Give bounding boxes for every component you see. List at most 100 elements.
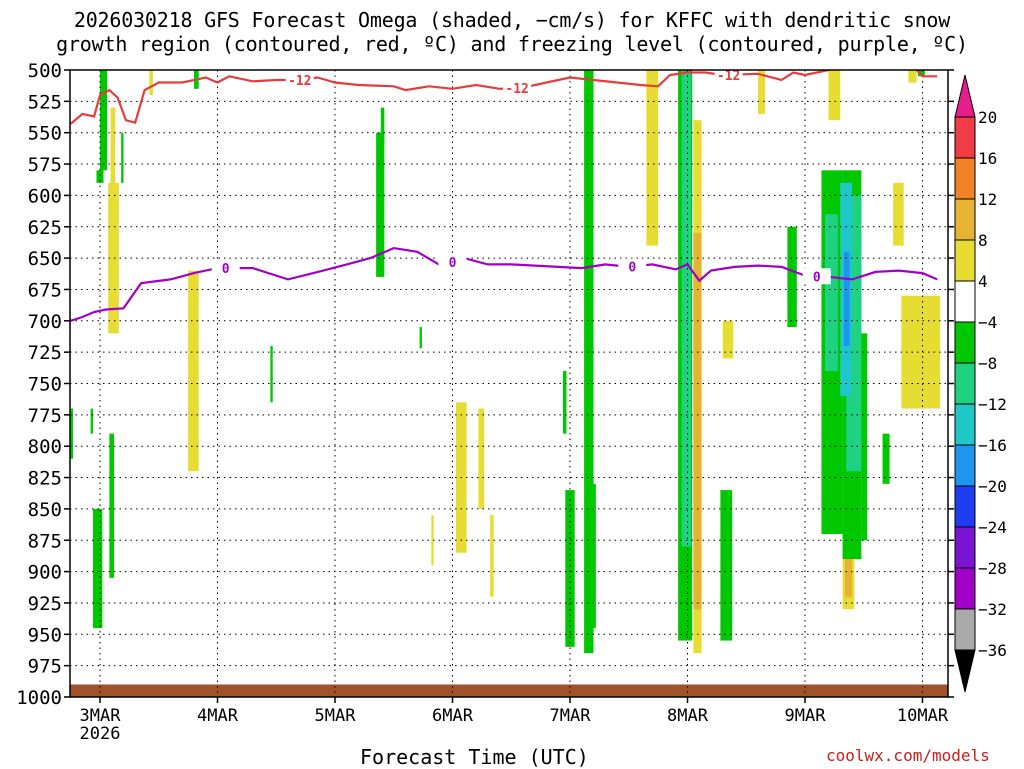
y-tick-label-875: 875 <box>28 530 62 552</box>
colorbar-segment-0 <box>954 116 976 159</box>
omega-cell-17 <box>908 70 917 83</box>
omega-cell-39 <box>787 226 797 328</box>
colorbar-segment-10 <box>954 526 976 569</box>
colorbar-segment-1 <box>954 157 976 200</box>
colorbar-label-0: 20 <box>978 108 997 127</box>
colorbar-label-7: −12 <box>978 395 1007 414</box>
x-year-label: 2026 <box>80 724 121 744</box>
colorbar-segment-8 <box>954 444 976 487</box>
contour-zero-label-bg-3 <box>802 268 831 285</box>
y-tick-label-725: 725 <box>28 342 62 364</box>
omega-cell-21 <box>100 70 108 171</box>
y-tick-label-775: 775 <box>28 405 62 427</box>
omega-cell-44 <box>917 70 925 77</box>
x-tick-label-6MAR: 6MAR <box>432 706 474 726</box>
colorbar-segment-9 <box>954 485 976 528</box>
colorbar-segment-7 <box>954 403 976 446</box>
credit-text: coolwx.com/models <box>826 746 990 765</box>
contour-zero-label-3: 0 <box>813 270 821 285</box>
omega-cell-2 <box>188 270 199 472</box>
plot-frame <box>69 69 949 698</box>
omega-cell-38 <box>720 490 733 641</box>
omega-cell-5 <box>478 408 485 509</box>
omega-cell-26 <box>109 433 115 578</box>
colorbar-label-5: −4 <box>978 313 997 332</box>
colorbar-bottom-arrow <box>954 649 976 693</box>
y-tick-label-925: 925 <box>28 593 62 615</box>
omega-cell-45 <box>681 70 692 547</box>
omega-cell-36 <box>562 370 567 434</box>
omega-cell-27 <box>90 408 93 434</box>
y-tick-label-800: 800 <box>28 436 62 458</box>
x-tick-label-7MAR: 7MAR <box>550 706 592 726</box>
colorbar-label-4: 4 <box>978 272 988 291</box>
contour-minus12-label-2: -12 <box>717 69 740 84</box>
omega-cell-23 <box>121 132 124 183</box>
y-tick-label-750: 750 <box>28 374 62 396</box>
y-tick-label-550: 550 <box>28 123 62 145</box>
x-tick-label-4MAR: 4MAR <box>197 706 239 726</box>
omega-cell-28 <box>70 408 73 459</box>
omega-cell-29 <box>270 345 273 403</box>
contour-zero-label-bg-0 <box>211 260 240 277</box>
omega-cell-8 <box>646 70 659 246</box>
omega-cell-31 <box>380 107 385 146</box>
x-tick-label-5MAR: 5MAR <box>315 706 357 726</box>
contour-zero-label-bg-2 <box>618 258 647 275</box>
y-tick-label-625: 625 <box>28 217 62 239</box>
colorbar-label-9: −20 <box>978 477 1007 496</box>
y-tick-label-975: 975 <box>28 656 62 678</box>
contour-zero-label-2: 0 <box>628 261 636 276</box>
y-tick-label-675: 675 <box>28 279 62 301</box>
contour-minus12 <box>70 70 938 125</box>
colorbar-segment-5 <box>954 321 976 364</box>
colorbar-label-8: −16 <box>978 436 1007 455</box>
omega-cell-46 <box>824 214 838 371</box>
omega-cell-14 <box>893 182 904 246</box>
omega-cell-35 <box>591 483 596 629</box>
colorbar-segment-2 <box>954 198 976 241</box>
omega-cell-0 <box>108 182 119 334</box>
y-tick-label-700: 700 <box>28 311 62 333</box>
colorbar-top-arrow <box>954 74 976 118</box>
omega-cell-18 <box>693 233 702 610</box>
colorbar-segment-11 <box>954 567 976 610</box>
contour-minus12-label-bg-0 <box>285 72 314 89</box>
chart-title-line2: growth region (contoured, red, ºC) and f… <box>56 32 968 56</box>
omega-cell-1 <box>110 107 116 183</box>
omega-cell-43 <box>882 433 890 484</box>
x-tick-label-10MAR: 10MAR <box>897 706 949 726</box>
omega-cell-34 <box>584 70 594 654</box>
omega-cell-11 <box>758 70 766 114</box>
y-tick-label-500: 500 <box>28 60 62 82</box>
colorbar-label-6: −8 <box>978 354 997 373</box>
colorbar-label-2: 12 <box>978 190 997 209</box>
colorbar-label-10: −24 <box>978 518 1007 537</box>
contour-zero-label-1: 0 <box>449 256 457 271</box>
x-tick-label-9MAR: 9MAR <box>785 706 827 726</box>
omega-cell-25 <box>92 508 103 629</box>
y-tick-label-950: 950 <box>28 624 62 646</box>
contour-minus12-label-bg-1 <box>503 79 532 96</box>
contour-minus12-label-bg-2 <box>714 66 743 83</box>
omega-cell-3 <box>149 70 153 96</box>
y-tick-label-600: 600 <box>28 185 62 207</box>
omega-cell-30 <box>376 132 385 277</box>
ground-band <box>70 684 948 697</box>
y-tick-label-850: 850 <box>28 499 62 521</box>
colorbar-label-12: −32 <box>978 600 1007 619</box>
omega-cell-12 <box>722 320 734 359</box>
chart-title-line1: 2026030218 GFS Forecast Omega (shaded, −… <box>73 8 951 32</box>
omega-cell-13 <box>828 70 841 121</box>
omega-cell-6 <box>490 515 494 597</box>
colorbar-segment-12 <box>954 608 976 651</box>
colorbar-segment-4 <box>954 280 976 323</box>
colorbar-label-1: 16 <box>978 149 997 168</box>
omega-cell-49 <box>843 251 850 346</box>
x-tick-label-8MAR: 8MAR <box>667 706 709 726</box>
x-axis-title: Forecast Time (UTC) <box>360 745 589 769</box>
x-tick-label-3MAR: 3MAR <box>80 706 122 726</box>
omega-cell-22 <box>96 170 104 183</box>
y-tick-label-900: 900 <box>28 562 62 584</box>
